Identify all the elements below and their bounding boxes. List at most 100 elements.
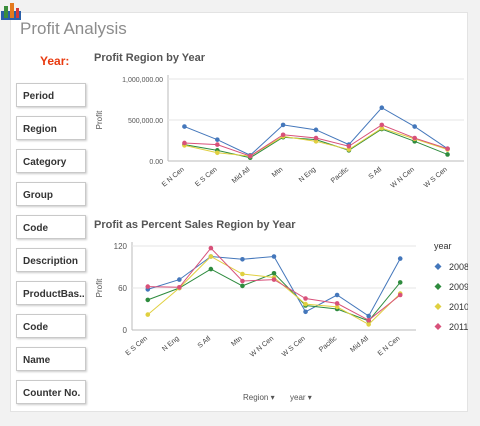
- data-point-2011: [366, 317, 371, 323]
- filter-description[interactable]: Description: [16, 248, 86, 272]
- data-point-2010: [346, 147, 352, 152]
- x-tick-label: Mtn: [271, 166, 285, 179]
- app-logo-icon: [1, 3, 21, 20]
- dimension-year-label: year: [290, 393, 306, 402]
- data-point-2011: [346, 143, 352, 149]
- filter-period[interactable]: Period: [16, 83, 86, 107]
- filter-group[interactable]: Group: [16, 182, 86, 206]
- data-point-2011: [303, 296, 308, 301]
- filter-region[interactable]: Region: [16, 116, 86, 140]
- data-point-2010: [208, 254, 214, 259]
- legend-marker: [434, 303, 442, 310]
- data-point-2009: [397, 280, 403, 285]
- data-point-2011: [412, 135, 417, 141]
- data-point-2008: [412, 124, 417, 129]
- filter-category[interactable]: Category: [16, 149, 86, 173]
- y-axis-title: Profit: [95, 278, 104, 297]
- y-tick-label: 60: [118, 284, 127, 293]
- x-tick-label: S Atl: [197, 335, 213, 350]
- year-filter-label: Year:: [40, 54, 70, 68]
- data-point-2011: [379, 122, 385, 128]
- x-tick-label: E S Cen: [194, 166, 219, 188]
- y-tick-label: 0: [123, 326, 128, 335]
- data-point-2010: [379, 125, 385, 131]
- filter-name[interactable]: Name: [16, 347, 86, 371]
- series-line-2010: [147, 255, 401, 326]
- data-point-2008: [271, 254, 277, 259]
- x-tick-label: Pacific: [330, 166, 351, 185]
- filter-code[interactable]: Code: [16, 215, 86, 239]
- data-point-2008: [240, 257, 245, 262]
- y-tick-label: 1,000,000.00: [122, 77, 163, 84]
- legend-label: 2010: [449, 302, 468, 312]
- y-axis-title: Profit: [95, 110, 104, 129]
- data-point-2008: [366, 313, 371, 319]
- filter-counter-no[interactable]: Counter No.: [16, 380, 86, 404]
- x-tick-label: N Eng: [298, 166, 317, 184]
- filter-code-2[interactable]: Code: [16, 314, 86, 338]
- data-point-2011: [177, 285, 182, 290]
- filter-product-base[interactable]: ProductBas...: [16, 281, 86, 305]
- data-point-2008: [182, 124, 187, 129]
- data-point-2011: [280, 132, 286, 138]
- data-point-2008: [177, 277, 182, 282]
- legend-label: 2009: [449, 282, 468, 292]
- data-point-2008: [334, 292, 340, 298]
- data-point-2010: [313, 139, 319, 144]
- chevron-down-icon: ▾: [270, 393, 275, 402]
- x-tick-label: W N Cen: [249, 335, 275, 359]
- x-tick-label: Pacific: [318, 335, 339, 354]
- data-point-2011: [215, 142, 220, 147]
- data-point-2011: [208, 245, 214, 251]
- data-point-2008: [379, 105, 385, 110]
- y-tick-label: 0.00: [149, 159, 163, 166]
- dimension-region-label: Region: [243, 393, 269, 402]
- legend-marker: [434, 323, 442, 330]
- x-tick-label: W S Cen: [281, 335, 307, 358]
- x-tick-label: Mid Atl: [349, 335, 370, 354]
- y-tick-label: 500,000.00: [128, 118, 163, 125]
- data-point-2008: [280, 122, 286, 128]
- dimension-region[interactable]: Region ▾: [243, 393, 275, 402]
- data-point-2010: [303, 301, 308, 307]
- x-tick-label: N Eng: [161, 335, 180, 353]
- data-point-2011: [240, 278, 245, 284]
- data-point-2011: [313, 135, 319, 141]
- series-line-2008: [147, 255, 401, 317]
- x-tick-label: Mtn: [230, 335, 244, 348]
- chart-profit-percent-sales-region-by-year: 120 60 0 Profit E S Cen N Eng S Atl Mtn W N Cen W…: [95, 241, 468, 359]
- x-tick-label: S Atl: [368, 166, 384, 181]
- data-point-2009: [145, 297, 151, 303]
- chevron-down-icon: ▾: [307, 393, 312, 402]
- chart1-title: Profit Region by Year: [94, 52, 206, 64]
- chart2-title: Profit as Percent Sales Region by Year: [94, 219, 296, 231]
- x-tick-label: E S Cen: [125, 335, 150, 357]
- data-point-2009: [271, 271, 277, 276]
- data-point-2009: [445, 152, 450, 157]
- data-point-2010: [240, 271, 245, 277]
- data-point-2011: [445, 146, 450, 151]
- data-point-2010: [145, 312, 151, 317]
- data-point-2011: [271, 277, 277, 282]
- x-tick-label: E N Cen: [377, 335, 402, 357]
- data-point-2008: [303, 309, 308, 315]
- x-tick-label: W N Cen: [390, 166, 416, 190]
- legend-label: 2008: [449, 262, 468, 272]
- legend-title: year: [434, 241, 452, 251]
- data-point-2010: [366, 322, 371, 327]
- data-point-2011: [247, 153, 253, 159]
- data-point-2009: [240, 283, 245, 289]
- data-point-2011: [145, 284, 151, 289]
- data-point-2010: [334, 304, 340, 310]
- data-point-2008: [215, 137, 220, 142]
- data-point-2009: [208, 266, 214, 272]
- x-tick-label: W S Cen: [423, 166, 449, 189]
- data-point-2011: [397, 292, 403, 298]
- y-tick-label: 120: [114, 242, 128, 251]
- chart-profit-region-by-year: 1,000,000.00 500,000.00 0.00 Profit E N Cen E…: [95, 75, 464, 190]
- x-tick-label: Mid Atl: [231, 166, 252, 185]
- legend-label: 2011: [449, 322, 468, 332]
- dimension-year[interactable]: year ▾: [290, 393, 312, 402]
- data-point-2011: [334, 301, 340, 306]
- legend-marker: [434, 263, 442, 270]
